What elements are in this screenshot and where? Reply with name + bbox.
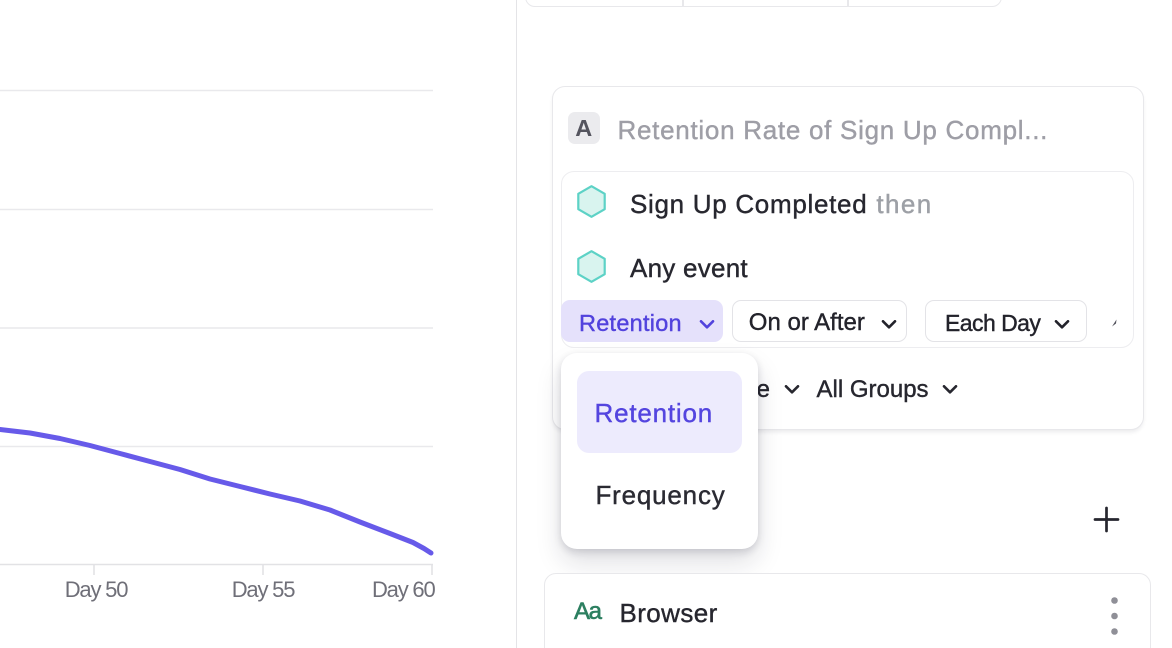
svg-text:Day 60: Day 60 xyxy=(372,577,435,602)
svg-text:Day 55: Day 55 xyxy=(232,577,295,602)
svg-text:Day 50: Day 50 xyxy=(65,577,128,602)
